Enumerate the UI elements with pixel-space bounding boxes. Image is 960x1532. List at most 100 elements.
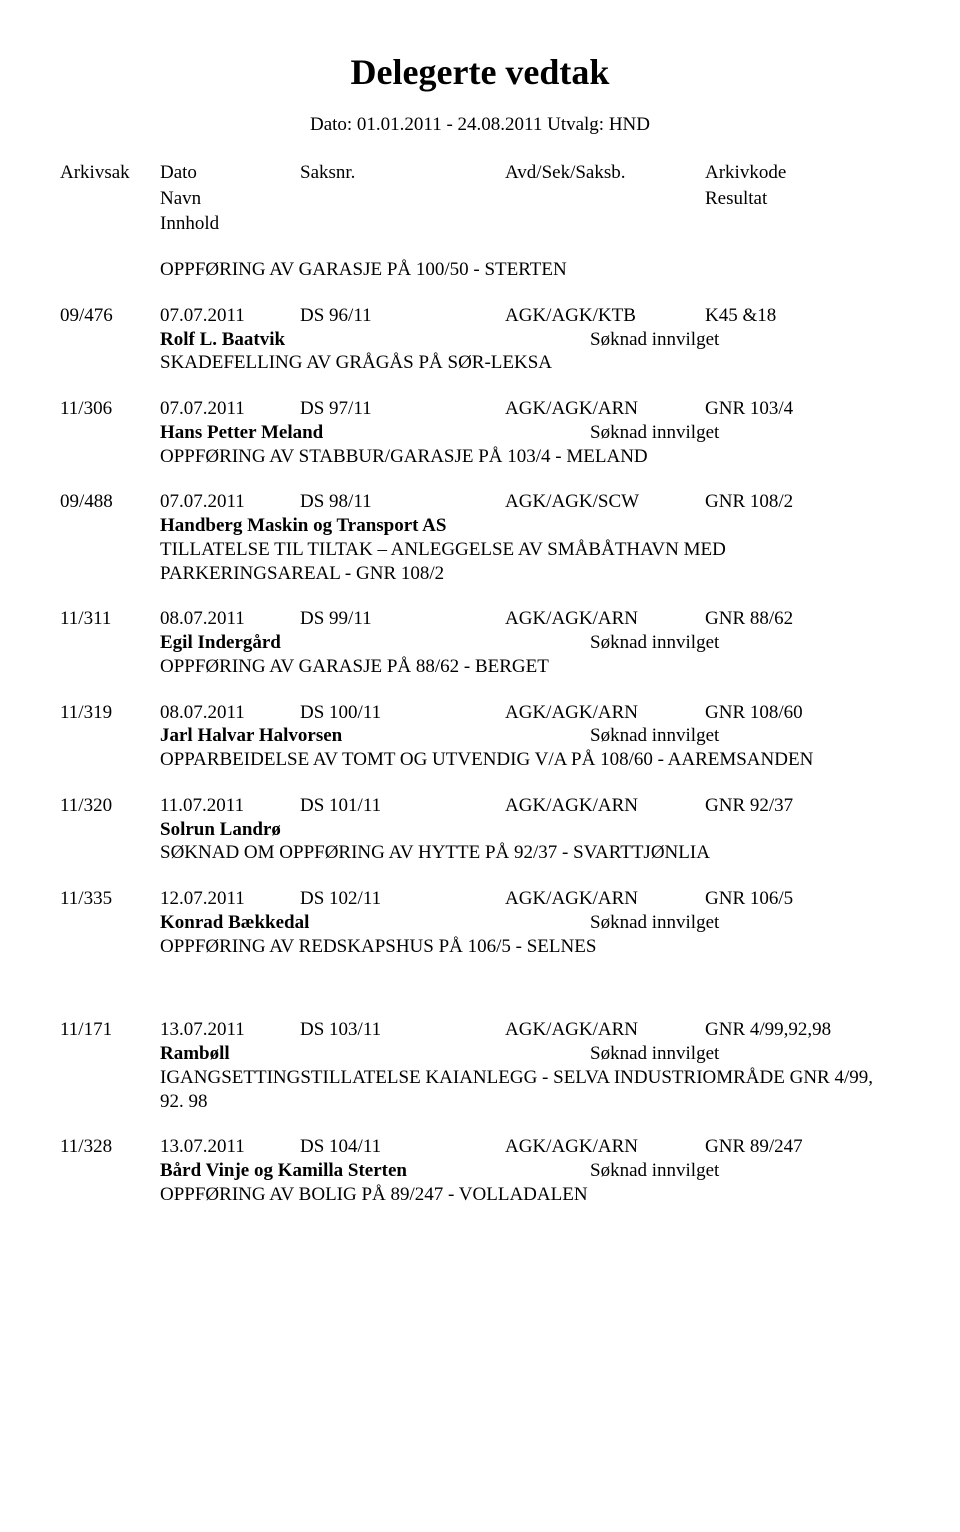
entry-avd: AGK/AGK/ARN [505, 397, 705, 421]
entry-row2: Bård Vinje og Kamilla StertenSøknad innv… [60, 1159, 900, 1183]
entry-avd: AGK/AGK/ARN [505, 794, 705, 818]
entry-row1: 11/32011.07.2011DS 101/11AGK/AGK/ARNGNR … [60, 794, 900, 818]
entry-kode: GNR 103/4 [705, 397, 900, 421]
table-header-row2: Navn Resultat [60, 187, 900, 211]
entry-resultat: Søknad innvilget [590, 724, 900, 748]
entry-row2: Egil IndergårdSøknad innvilget [60, 631, 900, 655]
table-header-row3: Innhold [60, 212, 900, 236]
entry-avd: AGK/AGK/KTB [505, 304, 705, 328]
entry-kode: GNR 88/62 [705, 607, 900, 631]
entry-saksnr: DS 102/11 [300, 887, 505, 911]
entry-kode: GNR 4/99,92,98 [705, 1018, 900, 1042]
entry-desc: SKADEFELLING AV GRÅGÅS PÅ SØR-LEKSA [60, 351, 900, 375]
entry-resultat [590, 818, 900, 842]
entry-dato: 08.07.2011 [160, 701, 300, 725]
entry-block: 11/32813.07.2011DS 104/11AGK/AGK/ARNGNR … [60, 1135, 900, 1206]
entry-row1: 11/33512.07.2011DS 102/11AGK/AGK/ARNGNR … [60, 887, 900, 911]
page-title: Delegerte vedtak [60, 50, 900, 95]
entry-block: 11/33512.07.2011DS 102/11AGK/AGK/ARNGNR … [60, 887, 900, 958]
table-header-row1: Arkivsak Dato Saksnr. Avd/Sek/Saksb. Ark… [60, 161, 900, 185]
entry-name: Bård Vinje og Kamilla Sterten [160, 1159, 590, 1183]
entry-avd: AGK/AGK/ARN [505, 607, 705, 631]
header-dato: Dato [160, 161, 300, 185]
entry-avd: AGK/AGK/ARN [505, 887, 705, 911]
entry-saksnr: DS 96/11 [300, 304, 505, 328]
entry-saksnr: DS 97/11 [300, 397, 505, 421]
entry-row2: RambøllSøknad innvilget [60, 1042, 900, 1066]
entry-kode: K45 &18 [705, 304, 900, 328]
entry-row2: Rolf L. BaatvikSøknad innvilget [60, 328, 900, 352]
entry-desc: OPPFØRING AV GARASJE PÅ 88/62 - BERGET [60, 655, 900, 679]
entry-block: 11/17113.07.2011DS 103/11AGK/AGK/ARNGNR … [60, 1018, 900, 1113]
entry-saksnr: DS 99/11 [300, 607, 505, 631]
entry-arkivsak: 11/306 [60, 397, 160, 421]
intro-desc: OPPFØRING AV GARASJE PÅ 100/50 - STERTEN [60, 258, 900, 282]
entry-name: Hans Petter Meland [160, 421, 590, 445]
entry-row2: Handberg Maskin og Transport AS [60, 514, 900, 538]
entry-desc: TILLATELSE TIL TILTAK – ANLEGGELSE AV SM… [60, 538, 900, 586]
header-navn: Navn [160, 187, 300, 211]
entry-block: 09/48807.07.2011DS 98/11AGK/AGK/SCWGNR 1… [60, 490, 900, 585]
entry-block: 11/31908.07.2011DS 100/11AGK/AGK/ARNGNR … [60, 701, 900, 772]
entry-name: Rambøll [160, 1042, 590, 1066]
entry-avd: AGK/AGK/SCW [505, 490, 705, 514]
entry-desc: OPPFØRING AV REDSKAPSHUS PÅ 106/5 - SELN… [60, 935, 900, 959]
entry-resultat: Søknad innvilget [590, 911, 900, 935]
entry-arkivsak: 11/335 [60, 887, 160, 911]
entry-dato: 08.07.2011 [160, 607, 300, 631]
entry-dato: 11.07.2011 [160, 794, 300, 818]
entry-kode: GNR 106/5 [705, 887, 900, 911]
entry-row1: 11/30607.07.2011DS 97/11AGK/AGK/ARNGNR 1… [60, 397, 900, 421]
entry-name: Konrad Bækkedal [160, 911, 590, 935]
entry-resultat: Søknad innvilget [590, 1042, 900, 1066]
entry-name: Solrun Landrø [160, 818, 590, 842]
entry-arkivsak: 09/476 [60, 304, 160, 328]
entry-kode: GNR 108/2 [705, 490, 900, 514]
entry-arkivsak: 11/328 [60, 1135, 160, 1159]
entry-name: Jarl Halvar Halvorsen [160, 724, 590, 748]
entry-block: 09/47607.07.2011DS 96/11AGK/AGK/KTBK45 &… [60, 304, 900, 375]
entry-row1: 11/31908.07.2011DS 100/11AGK/AGK/ARNGNR … [60, 701, 900, 725]
entries2-container: 11/17113.07.2011DS 103/11AGK/AGK/ARNGNR … [60, 1018, 900, 1206]
entry-desc: OPPFØRING AV STABBUR/GARASJE PÅ 103/4 - … [60, 445, 900, 469]
entry-arkivsak: 09/488 [60, 490, 160, 514]
entry-avd: AGK/AGK/ARN [505, 701, 705, 725]
entry-kode: GNR 108/60 [705, 701, 900, 725]
entry-name: Handberg Maskin og Transport AS [160, 514, 590, 538]
entry-resultat: Søknad innvilget [590, 631, 900, 655]
entry-saksnr: DS 100/11 [300, 701, 505, 725]
entry-arkivsak: 11/171 [60, 1018, 160, 1042]
entry-row2: Konrad BækkedalSøknad innvilget [60, 911, 900, 935]
entry-block: 11/31108.07.2011DS 99/11AGK/AGK/ARNGNR 8… [60, 607, 900, 678]
entry-block: 11/32011.07.2011DS 101/11AGK/AGK/ARNGNR … [60, 794, 900, 865]
header-arkivsak: Arkivsak [60, 161, 160, 185]
entry-desc: OPPARBEIDELSE AV TOMT OG UTVENDIG V/A PÅ… [60, 748, 900, 772]
entry-avd: AGK/AGK/ARN [505, 1018, 705, 1042]
entry-block: 11/30607.07.2011DS 97/11AGK/AGK/ARNGNR 1… [60, 397, 900, 468]
entry-dato: 07.07.2011 [160, 397, 300, 421]
entry-arkivsak: 11/320 [60, 794, 160, 818]
entry-row2: Jarl Halvar HalvorsenSøknad innvilget [60, 724, 900, 748]
entry-dato: 13.07.2011 [160, 1135, 300, 1159]
entry-resultat: Søknad innvilget [590, 1159, 900, 1183]
entry-desc: IGANGSETTINGSTILLATELSE KAIANLEGG - SELV… [60, 1066, 900, 1114]
entry-row2: Hans Petter MelandSøknad innvilget [60, 421, 900, 445]
entry-saksnr: DS 104/11 [300, 1135, 505, 1159]
entry-arkivsak: 11/319 [60, 701, 160, 725]
header-innhold: Innhold [160, 212, 300, 236]
entry-row1: 11/17113.07.2011DS 103/11AGK/AGK/ARNGNR … [60, 1018, 900, 1042]
entry-row1: 11/31108.07.2011DS 99/11AGK/AGK/ARNGNR 8… [60, 607, 900, 631]
entry-kode: GNR 92/37 [705, 794, 900, 818]
entry-arkivsak: 11/311 [60, 607, 160, 631]
entry-row2: Solrun Landrø [60, 818, 900, 842]
header-arkivkode: Arkivkode [705, 161, 900, 185]
entry-resultat: Søknad innvilget [590, 328, 900, 352]
header-saksnr: Saksnr. [300, 161, 505, 185]
entry-kode: GNR 89/247 [705, 1135, 900, 1159]
entry-saksnr: DS 98/11 [300, 490, 505, 514]
entry-resultat: Søknad innvilget [590, 421, 900, 445]
entry-dato: 12.07.2011 [160, 887, 300, 911]
entry-saksnr: DS 103/11 [300, 1018, 505, 1042]
header-resultat: Resultat [705, 187, 900, 211]
entry-name: Rolf L. Baatvik [160, 328, 590, 352]
